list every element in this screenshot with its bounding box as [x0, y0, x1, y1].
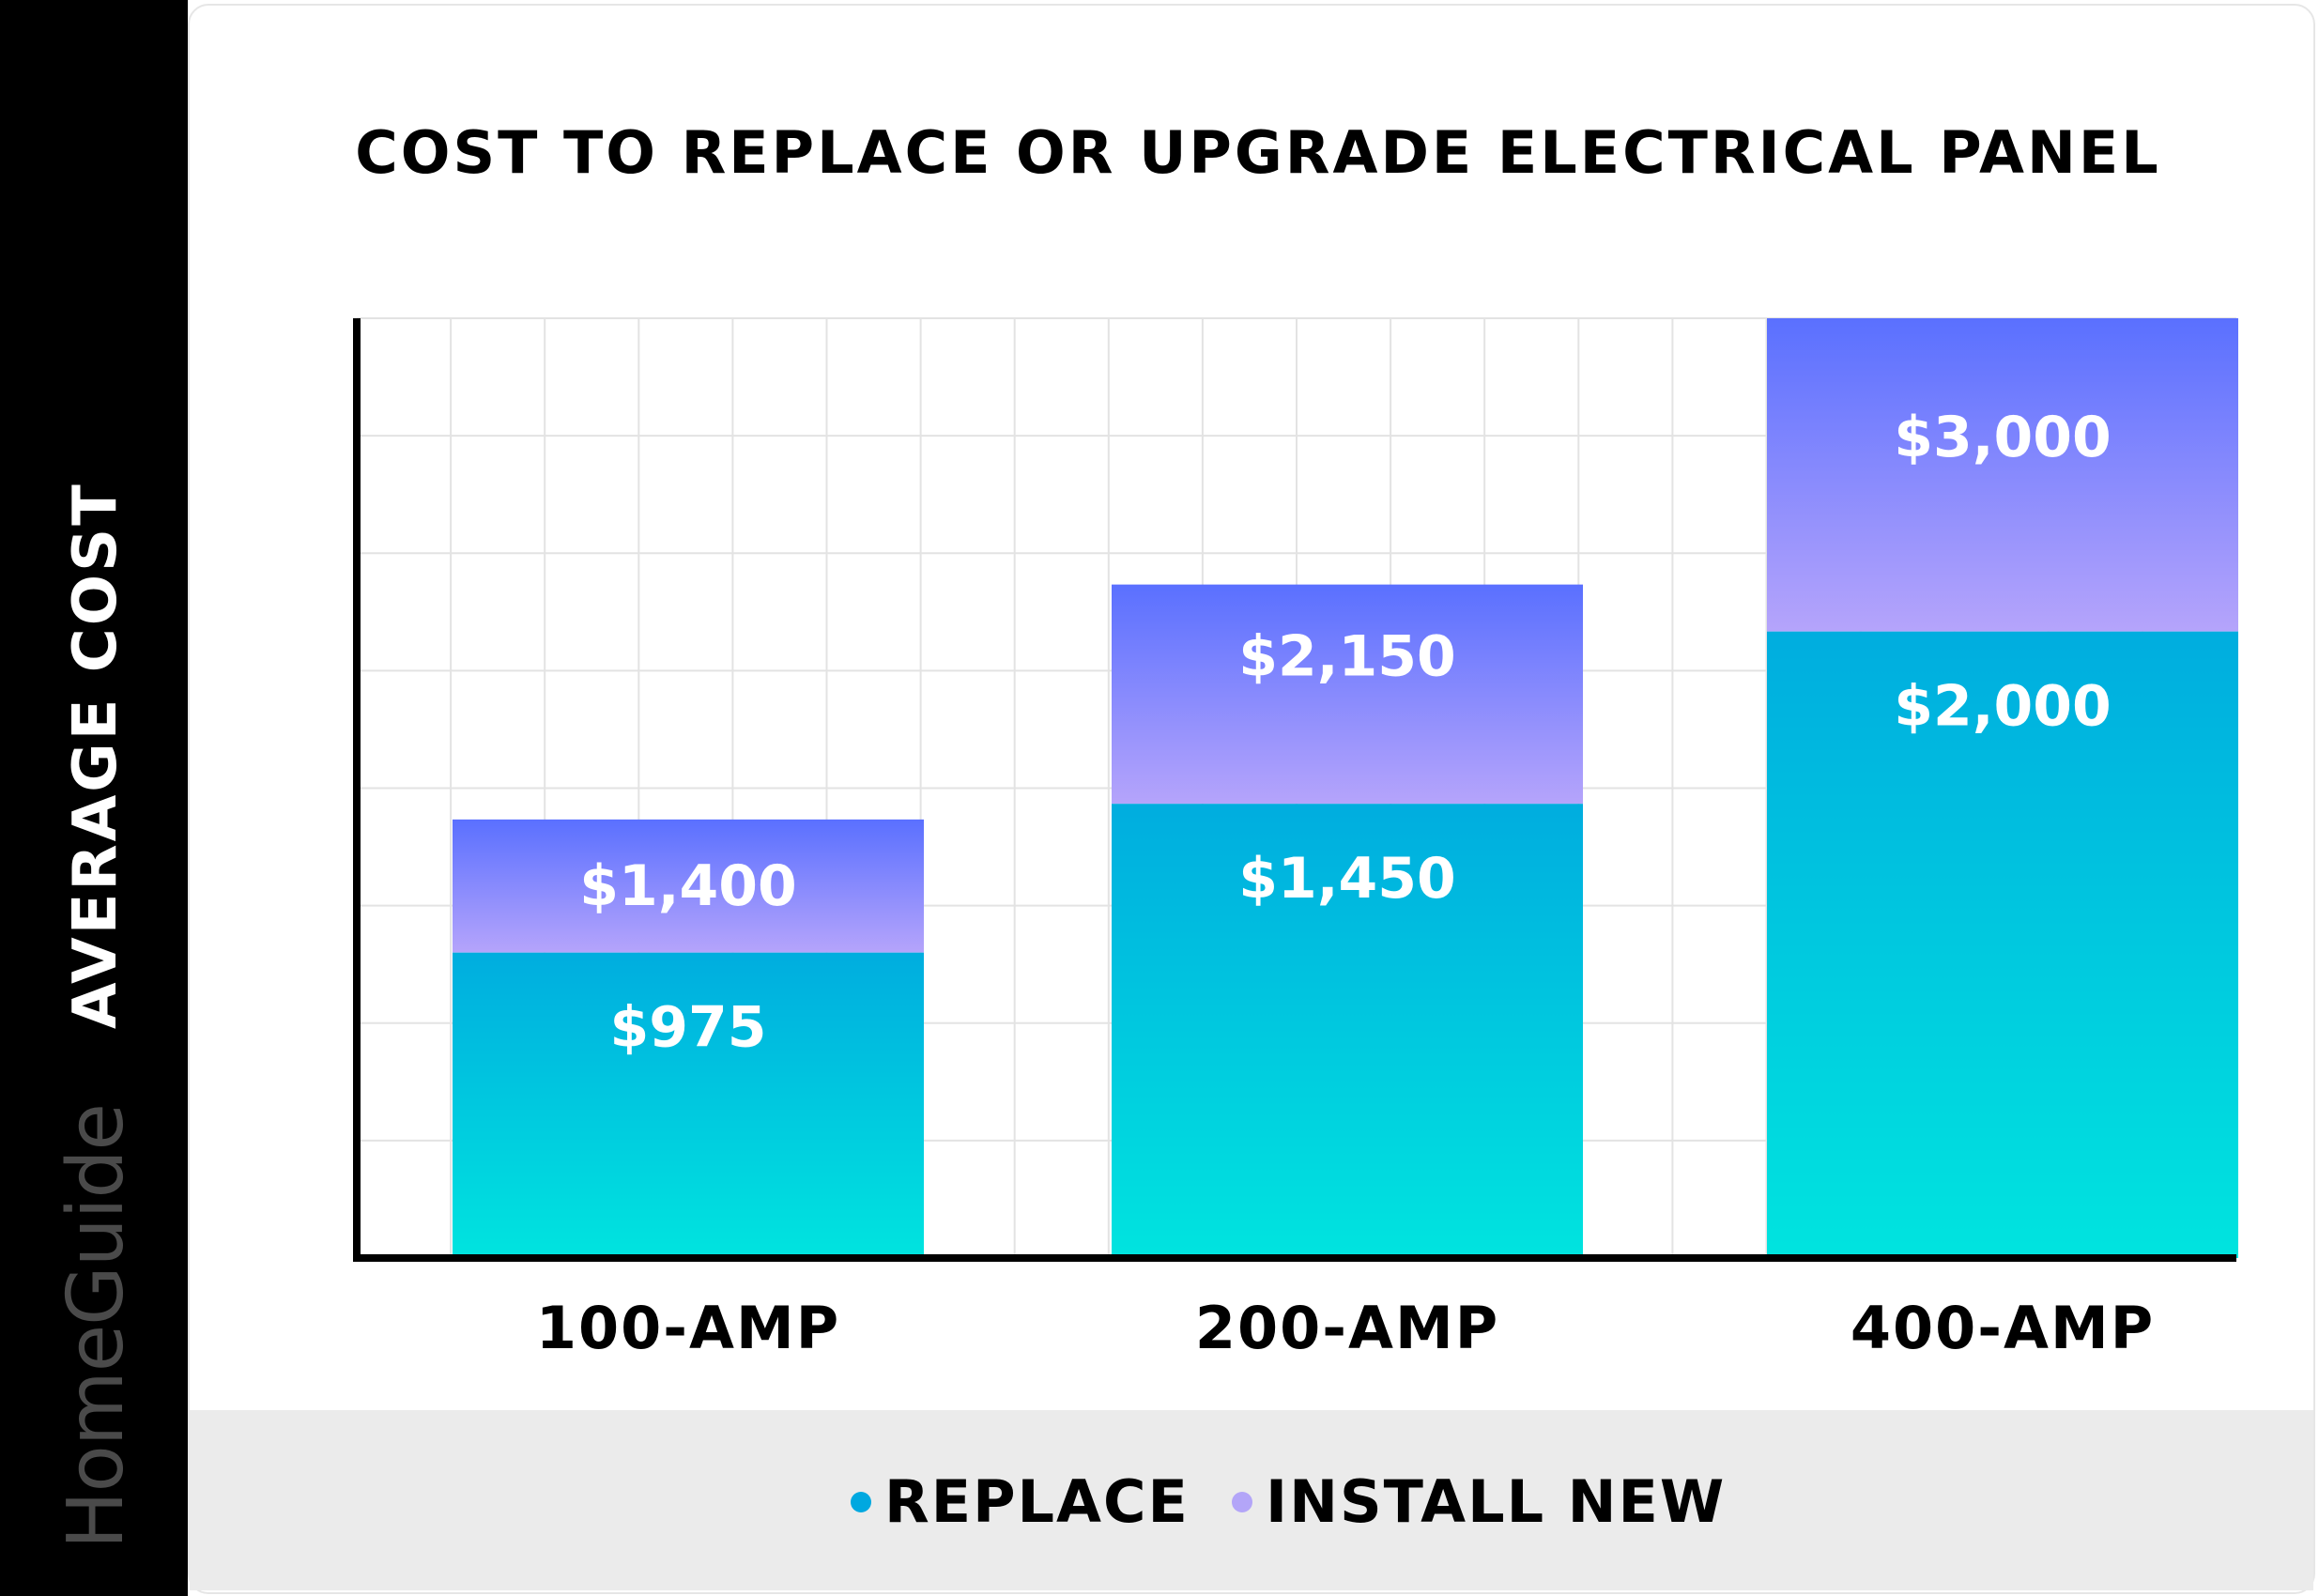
x-tick-label: 400-AMP — [1851, 1294, 2155, 1362]
legend-item-install-new: INSTALL NEW — [1232, 1472, 1726, 1532]
chart-title: COST TO REPLACE OR UPGRADE ELECTRICAL PA… — [355, 118, 2161, 187]
x-tick-label: 200-AMP — [1195, 1294, 1499, 1362]
sidebar: AVERAGE COST HomeGuide — [0, 0, 188, 1596]
bar-replace-200-amp — [1112, 804, 1583, 1258]
data-label-install-new: $1,400 — [579, 853, 797, 919]
bars — [453, 318, 2238, 1258]
bar-install-new-100-amp — [453, 819, 924, 953]
legend-dot-replace — [851, 1492, 871, 1512]
bar-replace-100-amp — [453, 952, 924, 1258]
legend-dot-install-new — [1232, 1492, 1252, 1512]
data-label-replace: $1,450 — [1238, 846, 1456, 912]
labels: $1,400 $975 100-AMP $2,150 $1,450 200-AMP $3,0… — [536, 405, 2155, 1362]
legend-label-replace: REPLACE — [884, 1467, 1190, 1536]
axes — [353, 318, 2236, 1262]
bar-replace-400-amp — [1767, 631, 2238, 1258]
data-label-install-new: $3,000 — [1894, 405, 2112, 470]
x-tick-label: 100-AMP — [536, 1294, 840, 1362]
data-label-replace: $975 — [610, 995, 767, 1061]
bar-install-new-200-amp — [1112, 584, 1583, 805]
data-label-install-new: $2,150 — [1238, 623, 1456, 689]
legend-label-install-new: INSTALL NEW — [1266, 1467, 1727, 1536]
chart-plot: $1,400 $975 100-AMP $2,150 $1,450 200-AMP $3,0… — [353, 317, 2238, 1362]
bar-install-new-400-amp — [1767, 318, 2238, 632]
data-label-replace: $2,000 — [1894, 674, 2112, 740]
legend-item-replace: REPLACE — [851, 1472, 1190, 1532]
